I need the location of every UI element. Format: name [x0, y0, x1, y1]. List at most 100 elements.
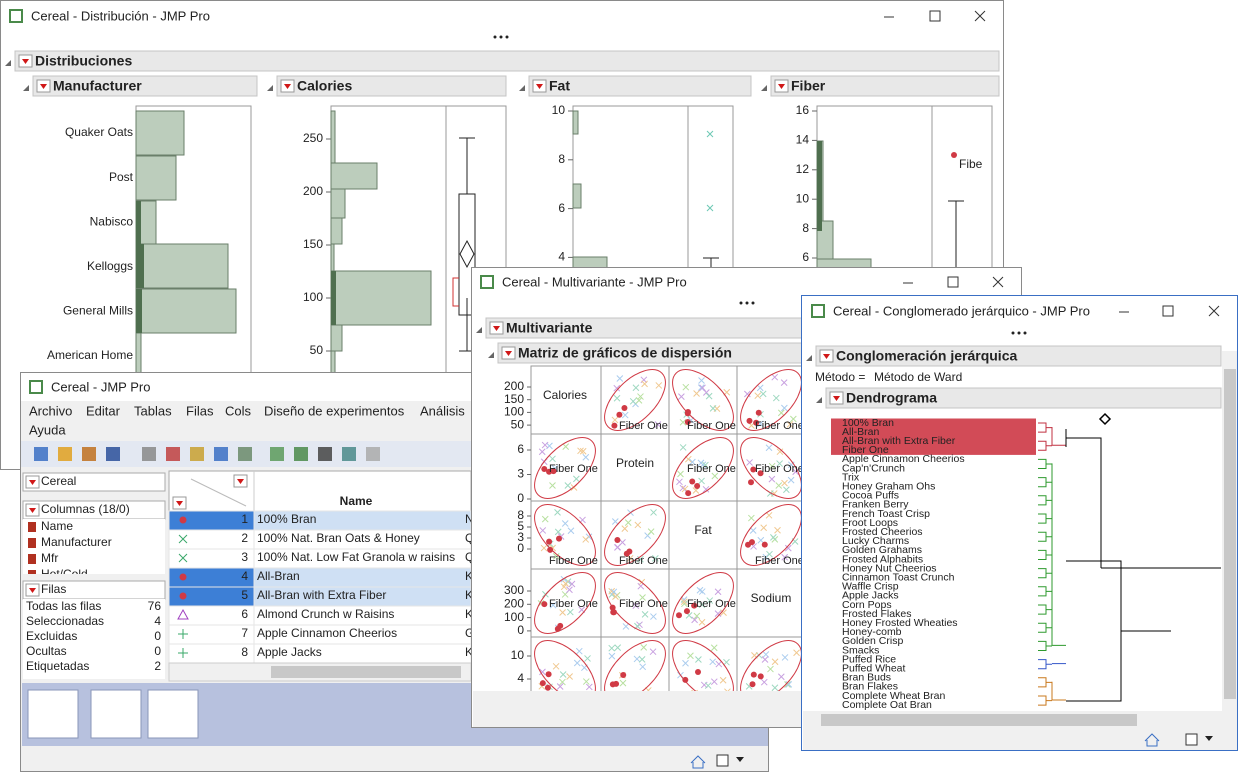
scatter-point	[621, 525, 629, 532]
disclosure[interactable]	[5, 60, 11, 66]
toolbar-button[interactable]	[82, 447, 96, 461]
tick-label: 250	[303, 131, 323, 145]
disclosure[interactable]	[806, 355, 812, 361]
toolbar-button[interactable]	[342, 447, 356, 461]
menu-item[interactable]: Tablas	[134, 403, 172, 418]
row-number: 4	[241, 569, 248, 583]
toolbar-button[interactable]	[366, 447, 380, 461]
outline-header	[528, 75, 752, 97]
leaf-label: Puffed Rice	[842, 653, 896, 665]
toolbar-button[interactable]	[142, 447, 156, 461]
column-name: Mfr	[41, 551, 58, 565]
menu-item[interactable]: Diseño de experimentos	[264, 403, 405, 418]
scatter-point	[539, 527, 547, 534]
scatter-point	[698, 601, 706, 609]
toolbar-button[interactable]	[214, 447, 228, 461]
window-thumbnail[interactable]	[27, 689, 79, 739]
disclosure[interactable]	[23, 85, 29, 91]
dropdown-arrow[interactable]	[1205, 736, 1213, 741]
toolbar-button[interactable]	[294, 447, 308, 461]
disclosure[interactable]	[761, 85, 767, 91]
selected-point	[682, 676, 689, 683]
scatter-point	[634, 521, 642, 529]
home-icon[interactable]	[690, 755, 706, 769]
scatter-point	[714, 588, 722, 596]
toolbar-button[interactable]	[238, 447, 252, 461]
dendrogram-branch	[1038, 677, 1052, 688]
menu-item[interactable]: Editar	[86, 403, 121, 418]
checkbox[interactable]	[1185, 733, 1198, 746]
close-button[interactable]	[992, 276, 1004, 288]
red-triangle	[823, 354, 830, 359]
variable-label: Calories	[543, 388, 587, 402]
disclosure[interactable]	[519, 85, 525, 91]
scatter-point	[585, 683, 593, 691]
menu-item[interactable]: Cols	[225, 403, 252, 418]
close-button[interactable]	[974, 10, 986, 22]
tick-label: 0	[517, 541, 524, 555]
dendrogram-branch	[1038, 531, 1052, 542]
toolbar-button[interactable]	[318, 447, 332, 461]
disclosure[interactable]	[488, 352, 494, 358]
scatter-point	[621, 411, 629, 419]
selected-point	[748, 479, 755, 486]
row-state-label: Todas las filas	[26, 599, 101, 613]
scatter-point	[789, 415, 797, 423]
selected-point	[609, 604, 616, 611]
scatter-point	[781, 553, 789, 561]
scatter-point	[766, 550, 773, 558]
tick-label: 4	[517, 671, 524, 685]
scatter-point	[705, 392, 713, 400]
method-label: Método =	[815, 370, 865, 384]
window-thumbnail[interactable]	[147, 689, 199, 739]
header-title: Dendrograma	[846, 390, 937, 406]
toolbar-button[interactable]	[34, 447, 48, 461]
more-dots	[1023, 331, 1027, 335]
leaf-label: Puffed Wheat	[842, 662, 906, 674]
more-dots	[1017, 331, 1021, 335]
disclosure[interactable]	[267, 85, 273, 91]
maximize-button[interactable]	[929, 10, 941, 22]
checkbox[interactable]	[716, 754, 729, 767]
menu-item[interactable]: Filas	[186, 403, 214, 418]
scatter-point	[582, 536, 590, 543]
row-marker	[179, 592, 187, 600]
quantile-bracket	[452, 277, 459, 307]
menu-item[interactable]: Ayuda	[29, 422, 66, 437]
variable-label: Sodium	[751, 591, 792, 605]
tick-label: 6	[517, 442, 524, 456]
scatter-point	[679, 444, 687, 451]
toolbar-button[interactable]	[166, 447, 180, 461]
scatter-point	[650, 509, 657, 516]
more-dots	[751, 301, 755, 305]
toolbar-button[interactable]	[58, 447, 72, 461]
toolbar-button[interactable]	[190, 447, 204, 461]
home-icon[interactable]	[1144, 733, 1160, 747]
window-canvas: Cereal - JMP Pro Archivo Editar Tablas Filas…	[21, 373, 768, 769]
dropdown-arrow[interactable]	[736, 757, 744, 762]
maximize-button[interactable]	[1162, 305, 1174, 317]
scatter-point	[785, 681, 793, 688]
outlier-point	[951, 152, 957, 158]
scroll-thumb[interactable]	[1224, 369, 1236, 699]
leaf-label: Froot Loops	[842, 517, 898, 529]
disclosure[interactable]	[816, 397, 822, 403]
maximize-button[interactable]	[947, 276, 959, 288]
scatter-point	[709, 658, 717, 666]
scroll-thumb[interactable]	[821, 714, 1137, 726]
more-dots	[505, 35, 509, 39]
window-thumbnail[interactable]	[90, 689, 142, 739]
scatter-point	[655, 382, 663, 389]
title-bar	[1, 2, 1003, 30]
scroll-thumb[interactable]	[271, 666, 461, 678]
menu-item[interactable]: Archivo	[29, 403, 72, 418]
disclosure[interactable]	[476, 327, 482, 333]
row-state-label: Ocultas	[26, 644, 67, 658]
menu-item[interactable]: Análisis	[420, 403, 465, 418]
red-triangle	[29, 480, 36, 485]
toolbar-button[interactable]	[270, 447, 284, 461]
scatter-point	[771, 373, 779, 381]
close-button[interactable]	[1208, 305, 1220, 317]
diamond-marker	[1098, 412, 1112, 426]
toolbar-button[interactable]	[106, 447, 120, 461]
